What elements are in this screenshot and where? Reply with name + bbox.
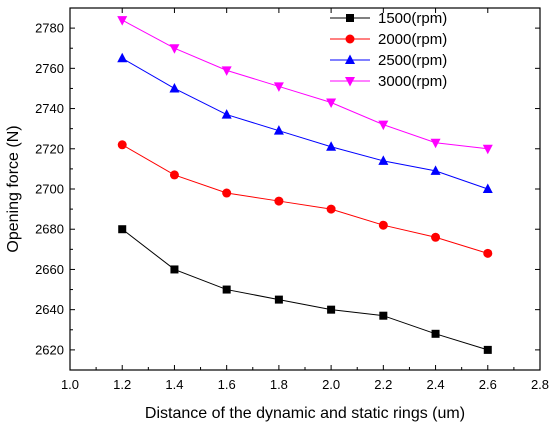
data-point <box>170 265 179 274</box>
data-point <box>482 183 493 193</box>
series-line <box>121 57 488 190</box>
legend: 1500(rpm) 2000(rpm) 2500(rpm) 3000(rpm) <box>330 10 447 90</box>
legend-marker <box>345 34 355 44</box>
legend-item: 2000(rpm) <box>330 31 447 48</box>
data-point <box>483 345 492 354</box>
data-point <box>222 285 231 294</box>
data-point <box>378 155 389 165</box>
x-tick-label: 2.4 <box>427 377 445 392</box>
x-tick-label: 2.8 <box>531 377 549 392</box>
data-point <box>430 165 441 175</box>
data-point <box>222 188 232 198</box>
legend-label: 2500(rpm) <box>378 52 447 69</box>
data-point <box>326 204 336 214</box>
y-tick-label: 2700 <box>35 182 64 197</box>
legend-marker <box>345 54 355 64</box>
data-point <box>430 138 441 149</box>
data-point <box>378 220 388 230</box>
legend-label: 2000(rpm) <box>378 31 447 48</box>
data-point <box>483 248 493 258</box>
series-2 <box>117 52 493 193</box>
series-3 <box>117 16 493 155</box>
legend-marker <box>345 77 355 87</box>
series-1 <box>117 140 493 258</box>
legend-item: 3000(rpm) <box>330 73 447 90</box>
axes: 1.0 1.2 1.4 1.6 1.8 2.0 2.2 2.4 2.6 2.8 2620 2640 26… <box>35 7 549 392</box>
x-tick-label: 1.2 <box>113 377 131 392</box>
data-point <box>221 66 232 76</box>
x-tick-label: 1.0 <box>61 377 79 392</box>
data-point <box>169 82 180 93</box>
data-point <box>117 140 127 150</box>
x-tick-label: 1.4 <box>165 377 183 392</box>
data-point <box>273 82 284 92</box>
y-tick-label: 2740 <box>35 101 64 116</box>
y-tick-label: 2660 <box>35 262 64 277</box>
data-point <box>221 109 232 119</box>
data-point <box>431 232 441 242</box>
series-line <box>121 228 488 351</box>
data-point <box>274 295 283 304</box>
data-point <box>378 120 389 131</box>
data-point <box>431 329 440 338</box>
y-tick-label: 2640 <box>35 302 64 317</box>
data-point <box>118 225 127 234</box>
data-point <box>274 196 284 206</box>
legend-label: 1500(rpm) <box>378 10 447 27</box>
data-point <box>482 144 493 155</box>
data-point <box>327 305 336 314</box>
legend-item: 1500(rpm) <box>330 10 447 27</box>
data-point <box>117 52 128 63</box>
legend-marker <box>346 14 354 22</box>
x-tick-label: 1.8 <box>270 377 288 392</box>
y-axis-title: Opening force (N) <box>5 125 22 252</box>
series-line <box>121 144 488 254</box>
x-tick-label: 2.0 <box>322 377 340 392</box>
series-0 <box>118 225 492 354</box>
data-point <box>326 141 337 151</box>
x-tick-label: 1.6 <box>218 377 236 392</box>
legend-label: 3000(rpm) <box>378 73 447 90</box>
x-tick-label: 2.2 <box>374 377 392 392</box>
data-point <box>169 170 179 180</box>
x-axis-title: Distance of the dynamic and static rings… <box>145 405 465 422</box>
data-point <box>273 125 284 135</box>
series-area <box>117 16 493 354</box>
y-tick-label: 2620 <box>35 342 64 357</box>
y-tick-label: 2680 <box>35 222 64 237</box>
data-point <box>326 98 337 109</box>
x-tick-label: 2.6 <box>479 377 497 392</box>
data-point <box>117 16 128 26</box>
y-tick-label: 2760 <box>35 61 64 76</box>
y-tick-label: 2780 <box>35 21 64 36</box>
data-point <box>379 311 388 320</box>
series-line <box>121 19 488 150</box>
legend-item: 2500(rpm) <box>330 52 447 69</box>
data-point <box>169 44 180 54</box>
y-tick-label: 2720 <box>35 141 64 156</box>
plot-frame <box>69 7 541 371</box>
